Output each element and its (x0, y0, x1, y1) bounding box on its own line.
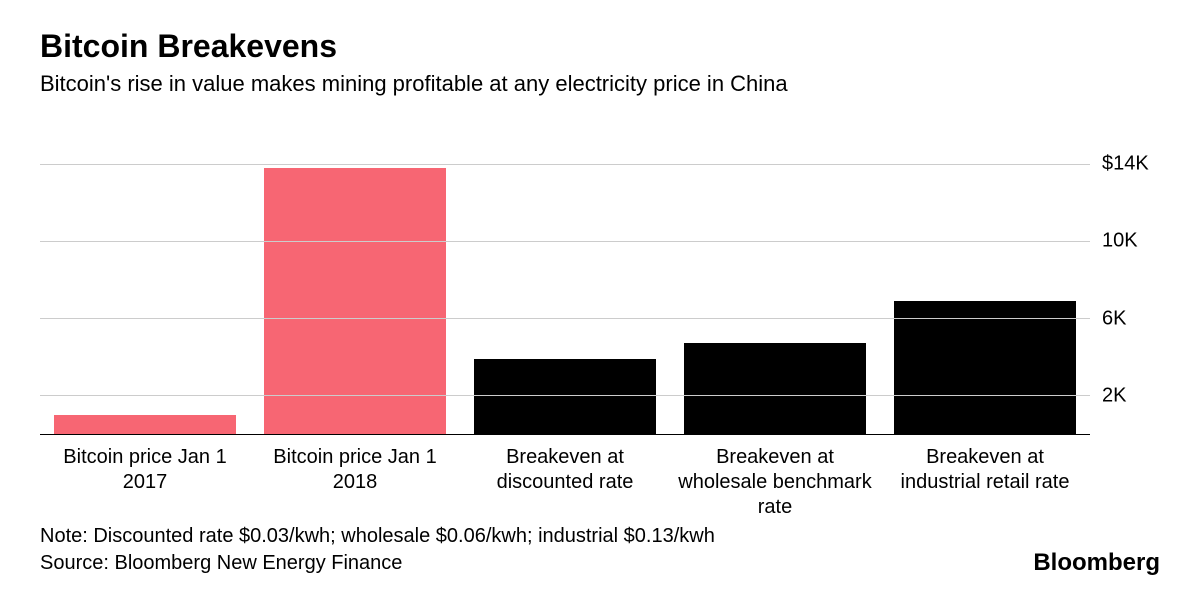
footnote: Note: Discounted rate $0.03/kwh; wholesa… (40, 523, 1160, 550)
plot-area (40, 125, 1090, 435)
chart-footer: Note: Discounted rate $0.03/kwh; wholesa… (40, 523, 1160, 577)
x-tick-label: Breakeven at wholesale benchmark rate (670, 445, 880, 520)
x-tick-label: Breakeven at discounted rate (460, 445, 670, 520)
chart-subtitle: Bitcoin's rise in value makes mining pro… (40, 71, 1160, 97)
x-tick-label: Bitcoin price Jan 1 2018 (250, 445, 460, 520)
bar (54, 415, 236, 434)
bar (684, 343, 866, 434)
bar-slot (460, 125, 670, 434)
bar (894, 301, 1076, 434)
y-tick-label: 10K (1102, 230, 1138, 253)
bar-slot (40, 125, 250, 434)
chart-title: Bitcoin Breakevens (40, 28, 1160, 65)
gridline (40, 395, 1090, 396)
x-tick-label: Breakeven at industrial retail rate (880, 445, 1090, 520)
x-axis-labels: Bitcoin price Jan 1 2017Bitcoin price Ja… (40, 445, 1090, 520)
x-tick-label: Bitcoin price Jan 1 2017 (40, 445, 250, 520)
y-axis: $14K 10K 6K 2K (1090, 125, 1160, 435)
bars-container (40, 125, 1090, 434)
bar-slot (670, 125, 880, 434)
bar-slot (880, 125, 1090, 434)
y-tick-label: $14K (1102, 152, 1149, 175)
y-tick-label: 2K (1102, 385, 1126, 408)
gridline (40, 164, 1090, 165)
bar (264, 168, 446, 435)
bar-slot (250, 125, 460, 434)
chart-area: $14K 10K 6K 2K (40, 125, 1160, 435)
gridline (40, 318, 1090, 319)
gridline (40, 241, 1090, 242)
source-line: Source: Bloomberg New Energy Finance (40, 550, 1160, 577)
brand-logo: Bloomberg (1033, 549, 1160, 577)
y-tick-label: 6K (1102, 307, 1126, 330)
